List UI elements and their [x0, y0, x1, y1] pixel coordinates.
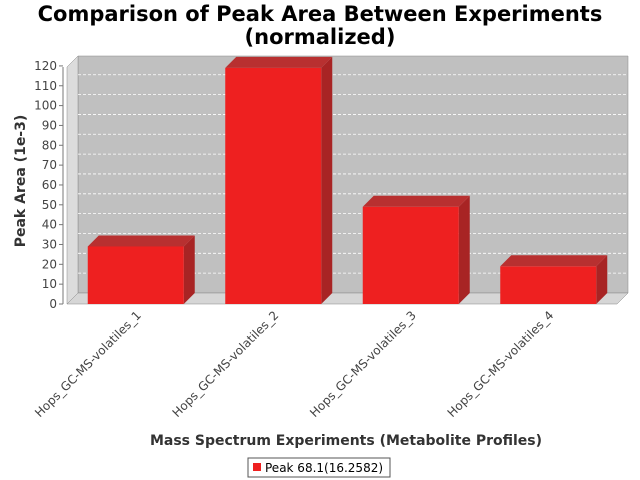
x-axis-label: Mass Spectrum Experiments (Metabolite Pr… — [150, 433, 542, 449]
y-tick-label: 30 — [42, 237, 57, 251]
y-tick-label: 50 — [42, 198, 57, 212]
chart-title: Comparison of Peak Area Between Experime… — [38, 2, 603, 26]
y-tick-label: 90 — [42, 118, 57, 132]
bar — [225, 67, 322, 305]
legend-swatch — [253, 463, 261, 471]
bar-top — [87, 235, 195, 247]
y-tick-label: 40 — [42, 218, 57, 232]
y-axis-label: Peak Area (1e-3) — [13, 115, 29, 248]
y-tick-label: 110 — [34, 79, 57, 93]
bar — [87, 246, 184, 304]
plot-area: 0 10 20 30 40 50 60 70 80 90 100 110 120 Hops_GC-MS-v… — [32, 54, 629, 420]
bar — [362, 206, 459, 304]
legend: Peak 68.1(16.2582) — [247, 457, 391, 478]
bar-top — [225, 56, 333, 68]
chart-subtitle: (normalized) — [245, 25, 396, 49]
plot-left-wall — [66, 55, 79, 305]
bar-side — [321, 56, 333, 305]
legend-box — [247, 457, 391, 478]
x-tick-label: Hops_GC-MS-volatiles_3 — [307, 308, 419, 420]
x-tick-label: Hops_GC-MS-volatiles_2 — [170, 308, 282, 420]
y-tick-label: 60 — [42, 178, 57, 192]
y-tick-label: 80 — [42, 138, 57, 152]
y-tick-label: 0 — [49, 297, 57, 311]
bar-top — [500, 255, 608, 267]
x-tick-label: Hops_GC-MS-volatiles_1 — [32, 308, 144, 420]
legend-label: Peak 68.1(16.2582) — [265, 461, 383, 475]
bar-side — [596, 255, 608, 304]
y-tick-label: 100 — [34, 99, 57, 113]
bar-side — [458, 195, 470, 304]
y-tick-label: 70 — [42, 158, 57, 172]
x-tick-label: Hops_GC-MS-volatiles_4 — [445, 308, 557, 420]
bar — [500, 266, 597, 304]
y-tick-label: 20 — [42, 257, 57, 271]
y-tick-label: 120 — [34, 59, 57, 73]
bar-top — [362, 195, 470, 207]
y-tick-label: 10 — [42, 277, 57, 291]
bar-side — [183, 235, 195, 304]
